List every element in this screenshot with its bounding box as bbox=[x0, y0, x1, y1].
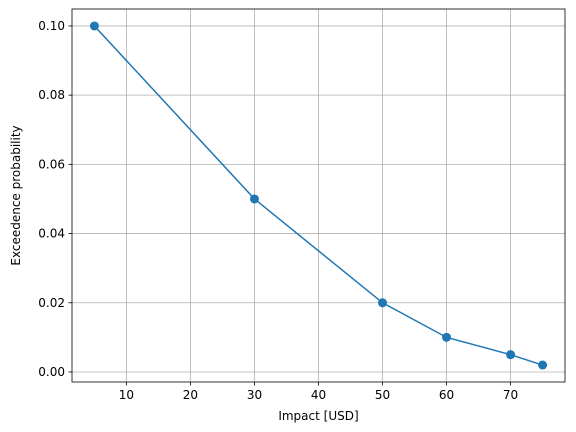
data-point bbox=[506, 350, 516, 360]
y-tick-label: 0.10 bbox=[38, 19, 65, 33]
y-tick-label: 0.04 bbox=[38, 227, 65, 241]
data-point bbox=[538, 360, 548, 370]
x-tick-label: 10 bbox=[119, 388, 134, 402]
x-tick-label: 20 bbox=[183, 388, 198, 402]
x-tick-label: 60 bbox=[439, 388, 454, 402]
x-axis-ticks: 10 20 30 40 50 60 70 bbox=[119, 382, 518, 402]
x-tick-label: 30 bbox=[247, 388, 262, 402]
y-axis-ticks: 0.00 0.02 0.04 0.06 0.08 0.10 bbox=[38, 19, 72, 379]
series-layer bbox=[89, 21, 548, 370]
x-tick-label: 50 bbox=[375, 388, 390, 402]
data-point bbox=[249, 194, 259, 204]
y-tick-label: 0.08 bbox=[38, 88, 65, 102]
x-tick-label: 70 bbox=[503, 388, 518, 402]
x-axis-label: Impact [USD] bbox=[278, 409, 358, 423]
y-tick-label: 0.06 bbox=[38, 157, 65, 171]
data-point bbox=[442, 332, 452, 342]
y-tick-label: 0.02 bbox=[38, 296, 65, 310]
y-axis-label: Exceedence probability bbox=[9, 125, 23, 265]
grid-lines bbox=[72, 9, 565, 382]
y-tick-label: 0.00 bbox=[38, 365, 65, 379]
data-point bbox=[89, 21, 99, 31]
x-tick-label: 40 bbox=[311, 388, 326, 402]
series-line bbox=[93, 25, 543, 366]
data-point bbox=[378, 298, 388, 308]
